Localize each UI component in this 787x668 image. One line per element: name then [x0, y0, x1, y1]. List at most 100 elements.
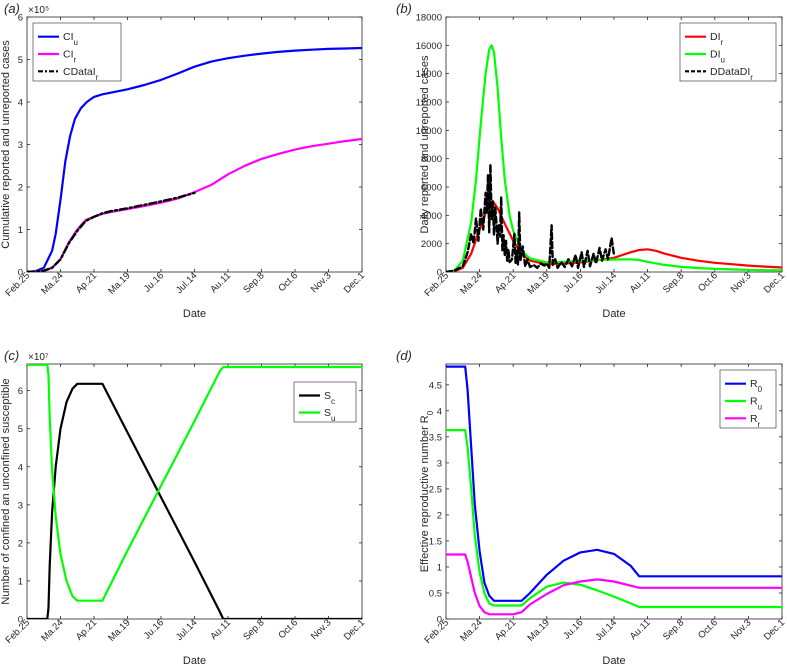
y-axis-label: Cumulative reported and unreported cases — [0, 40, 12, 249]
x-tick-label: Ma.19 — [106, 270, 132, 296]
y-tick-label: 3 — [437, 458, 442, 469]
panel-label: (a) — [4, 1, 20, 16]
x-tick-label: Sep.8 — [661, 617, 686, 642]
series-line-r-u — [446, 429, 782, 609]
y-tick-label: 6 — [18, 13, 23, 24]
x-tick-label: Jul.14 — [593, 270, 619, 296]
y-tick-label: 12000 — [416, 98, 442, 109]
y-tick-label: 4 — [18, 462, 23, 473]
series-line-s-u — [27, 364, 362, 602]
series-line-cdatai-r — [27, 191, 196, 272]
x-tick-label: Oct.6 — [696, 617, 720, 641]
y-tick-label: 8000 — [421, 154, 442, 165]
y-tick-label: 2 — [437, 510, 442, 521]
y-exponent: ×10⁵ — [28, 5, 49, 16]
y-tick-label: 6 — [18, 386, 23, 397]
x-tick-label: Ap.21 — [493, 270, 518, 295]
series-line-ddatadi-r — [446, 163, 616, 272]
series-group — [27, 364, 362, 619]
x-axis-label: Date — [183, 655, 206, 667]
y-axis-label: Daily reported and unreported cases — [419, 55, 431, 233]
legend-entry: Su — [324, 407, 335, 423]
y-tick-label: 0 — [437, 268, 442, 279]
x-tick-label: Au.11 — [208, 270, 233, 295]
x-tick-label: Jul.14 — [593, 617, 619, 643]
y-tick-label: 0.5 — [429, 588, 442, 599]
x-tick-label: Dec.1 — [762, 617, 787, 642]
y-tick-label: 2000 — [421, 239, 442, 250]
x-tick-label: Ma.19 — [525, 617, 551, 643]
x-tick-label: Ju.16 — [561, 617, 585, 641]
legend-box — [32, 22, 122, 82]
x-tick-label: Sep.8 — [661, 270, 686, 295]
legend-entry: Rr — [750, 413, 761, 429]
legend-entry: DIr — [710, 31, 724, 47]
legend-entry: Sc — [324, 390, 335, 406]
series-group — [27, 46, 362, 272]
x-tick-label: Oct.6 — [696, 270, 720, 294]
x-tick-label: Ma.19 — [525, 270, 551, 296]
panel-label: (d) — [396, 348, 412, 363]
legend-box — [679, 22, 777, 82]
y-tick-label: 0 — [437, 615, 442, 626]
x-tick-label: Ap.21 — [493, 617, 518, 642]
panel-c: Feb.25 Ma.24 Ap.21 Ma.19 Ju.16 Jul.14 Au.11 Sep… — [0, 348, 367, 667]
x-tick-label: Ma.24 — [39, 270, 65, 296]
y-tick-label: 1 — [18, 225, 23, 236]
x-axis-label: Date — [602, 308, 625, 320]
x-tick-label: Au.11 — [628, 617, 653, 642]
x-tick-label: Nov.3 — [729, 270, 754, 295]
legend-entry: CDataIr — [63, 66, 99, 82]
series-line-s-c — [27, 382, 362, 619]
panel-a: Feb.25 Ma.24 Ap.21 Ma.19 Ju.16 Jul.14 Au.11 Sep… — [0, 1, 367, 320]
y-exponent: ×10⁷ — [28, 352, 49, 363]
panel-d: Feb.25 Ma.24 Ap.21 Ma.19 Ju.16 Jul.14 Au.11 Sep… — [396, 348, 787, 667]
x-tick-label: Ap.21 — [74, 617, 99, 642]
y-axis-label: Effective reproductive number R0 — [419, 410, 435, 572]
y-tick-label: 6000 — [421, 183, 442, 194]
y-tick-label: 4.5 — [429, 380, 442, 391]
legend-entry: CIr — [63, 49, 77, 65]
legend-box — [293, 381, 357, 423]
series-line-di-u — [446, 44, 782, 272]
legend-entry: DDataDIr — [710, 66, 753, 82]
y-tick-label: 0 — [18, 615, 23, 626]
y-tick-label: 4 — [18, 98, 23, 109]
y-tick-label: 4000 — [421, 211, 442, 222]
x-tick-label: Ju.16 — [142, 270, 166, 294]
x-tick-label: Dec.1 — [342, 617, 367, 642]
y-tick-label: 4 — [437, 406, 442, 417]
series-group — [446, 44, 782, 272]
y-tick-label: 2 — [18, 538, 23, 549]
x-tick-label: Sep.8 — [241, 617, 266, 642]
x-tick-label: Oct.6 — [276, 270, 300, 294]
y-tick-label: 3 — [18, 140, 23, 151]
x-tick-label: Ma.19 — [106, 617, 132, 643]
y-tick-label: 1 — [18, 576, 23, 587]
y-tick-label: 2 — [18, 183, 23, 194]
x-tick-label: Jul.14 — [174, 270, 200, 296]
x-tick-label: Dec.1 — [762, 270, 787, 295]
y-tick-label: 3.5 — [429, 432, 442, 443]
series-line-ci-u — [27, 46, 362, 272]
x-axis-label: Date — [183, 308, 206, 320]
x-tick-label: Oct.6 — [276, 617, 300, 641]
y-tick-label: 3 — [18, 500, 23, 511]
x-tick-label: Ma.24 — [458, 617, 484, 643]
y-tick-label: 14000 — [416, 69, 442, 80]
y-axis-label: Number of confined an unconfined suscept… — [0, 378, 12, 604]
x-tick-label: Ju.16 — [142, 617, 166, 641]
x-tick-label: Sep.8 — [241, 270, 266, 295]
x-tick-label: Ma.24 — [458, 270, 484, 296]
y-tick-label: 10000 — [416, 126, 442, 137]
x-tick-label: Au.11 — [208, 617, 233, 642]
series-line-r-r — [446, 553, 782, 616]
y-tick-label: 1 — [437, 562, 442, 573]
y-tick-label: 1.5 — [429, 536, 442, 547]
x-tick-label: Nov.3 — [309, 270, 334, 295]
y-tick-label: 0 — [18, 268, 23, 279]
x-axis-label: Date — [602, 655, 625, 667]
